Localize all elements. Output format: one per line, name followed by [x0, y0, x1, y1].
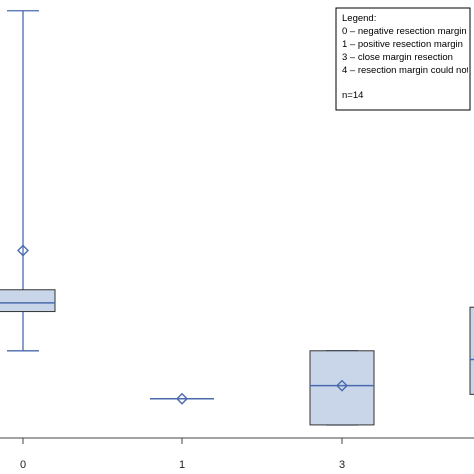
box-4	[469, 306, 474, 395]
box-0	[0, 289, 56, 313]
box-3	[309, 350, 375, 426]
x-ticks: 0 1 3	[20, 438, 345, 471]
mean-marker-0	[17, 244, 29, 257]
legend-title: Legend:	[342, 13, 376, 24]
mean-marker-1	[176, 392, 188, 405]
legend-box	[335, 7, 471, 111]
legend-item-3: 3 – close margin resection	[342, 52, 453, 63]
box-group-4	[469, 306, 474, 395]
box-group-3	[309, 350, 375, 426]
legend-item-4: 4 – resection margin could not be assess…	[342, 65, 474, 76]
box-group-1	[150, 392, 214, 405]
legend-note: n=14	[342, 90, 363, 101]
legend-item-1: 1 – positive resection margin	[342, 39, 463, 50]
x-tick-label-1: 1	[179, 459, 185, 471]
x-tick-label-0: 0	[20, 459, 26, 471]
box-group-0	[0, 10, 56, 352]
x-tick-label-3: 3	[339, 459, 345, 471]
mean-marker-3	[336, 379, 348, 392]
boxes-layer	[0, 10, 474, 426]
legend: Legend: 0 – negative resection margin 1 …	[335, 7, 474, 111]
legend-item-0: 0 – negative resection margin	[342, 26, 467, 37]
